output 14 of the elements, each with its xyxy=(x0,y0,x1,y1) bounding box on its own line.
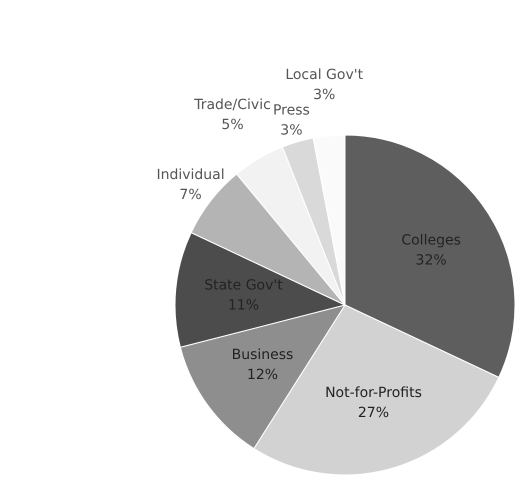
data-label: 27% xyxy=(358,404,390,421)
slice-label: Press xyxy=(272,102,310,119)
data-label: 3% xyxy=(313,86,336,103)
data-label: 12% xyxy=(246,366,278,383)
data-label: 5% xyxy=(221,116,244,133)
slice-label: Business xyxy=(232,346,294,363)
slice-label: Colleges xyxy=(401,232,461,248)
data-label: 3% xyxy=(280,122,303,139)
slice-label: Trade/Civic xyxy=(193,96,271,113)
data-label: 7% xyxy=(179,187,202,204)
slice-label: Not-for-Profits xyxy=(325,384,422,401)
slice-label: Local Gov't xyxy=(285,66,364,83)
slice-label: Individual xyxy=(156,167,225,184)
data-label: 32% xyxy=(416,252,447,268)
